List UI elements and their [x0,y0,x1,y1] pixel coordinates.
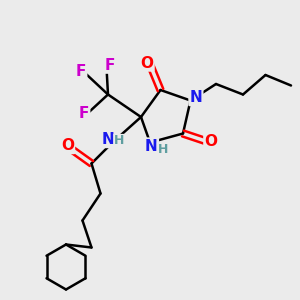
Text: F: F [79,106,89,122]
Text: F: F [104,58,115,73]
Text: N: N [102,132,114,147]
Text: F: F [76,64,86,80]
Text: H: H [158,142,168,156]
Text: O: O [204,134,218,148]
Text: N: N [190,90,202,105]
Text: H: H [114,134,124,148]
Text: O: O [140,56,154,70]
Text: N: N [145,139,158,154]
Text: O: O [61,138,74,153]
